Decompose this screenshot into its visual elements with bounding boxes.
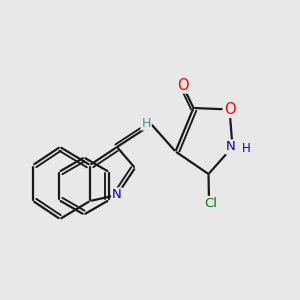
Text: Cl: Cl — [204, 197, 217, 210]
Text: O: O — [224, 102, 235, 117]
Text: N: N — [226, 140, 236, 154]
Text: O: O — [177, 77, 188, 92]
Text: H: H — [141, 116, 151, 130]
Text: N: N — [112, 188, 122, 202]
Text: H: H — [242, 142, 251, 155]
